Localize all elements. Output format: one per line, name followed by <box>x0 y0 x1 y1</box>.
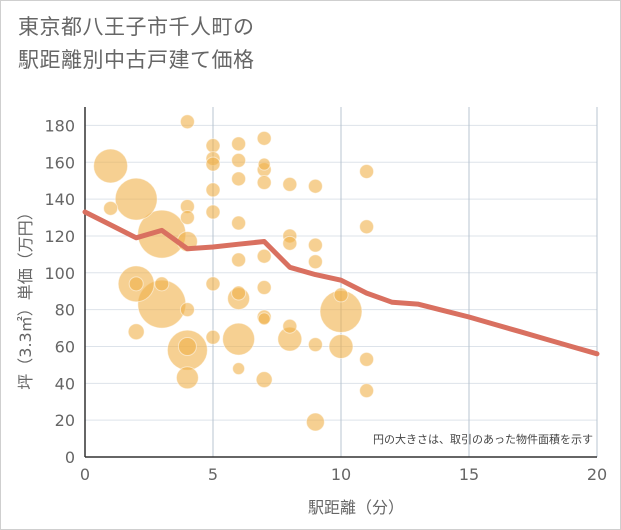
data-bubble <box>205 182 221 198</box>
data-bubble <box>231 171 247 187</box>
data-bubble <box>282 318 298 334</box>
y-tick-label: 60 <box>55 337 75 356</box>
y-tick-label: 160 <box>44 153 75 172</box>
y-tick-label: 140 <box>44 190 75 209</box>
y-tick-label: 120 <box>44 227 75 246</box>
data-bubble <box>205 138 221 154</box>
data-bubble <box>179 114 195 130</box>
data-bubble <box>255 371 273 389</box>
trend-line <box>82 209 600 357</box>
data-bubble <box>205 276 221 292</box>
data-bubble <box>205 156 221 172</box>
data-bubble <box>222 322 256 356</box>
data-bubble <box>359 351 375 367</box>
data-bubble <box>305 412 325 432</box>
data-bubble <box>307 178 323 194</box>
data-bubble <box>257 312 271 326</box>
chart-title: 東京都八王子市千人町の 駅距離別中古戸建て価格 <box>18 11 255 77</box>
data-bubble <box>175 366 199 390</box>
data-bubble <box>256 248 272 264</box>
data-bubble <box>328 333 354 359</box>
data-bubble <box>256 280 272 296</box>
y-tick-label: 180 <box>44 116 75 135</box>
x-tick-label: 5 <box>208 465 218 484</box>
axis-ticks: 0 20 40 60 80 100 120 140 160 180 0 5 10 15 20 <box>44 116 607 484</box>
data-bubble <box>333 287 349 303</box>
data-bubble <box>359 163 375 179</box>
data-bubble <box>154 276 170 292</box>
data-bubble <box>179 210 195 226</box>
data-bubble <box>307 237 323 253</box>
data-bubble <box>127 323 145 341</box>
y-tick-label: 40 <box>55 374 75 393</box>
x-tick-label: 15 <box>459 465 479 484</box>
data-bubble <box>179 302 195 318</box>
y-axis-label: 坪（3.3㎡）単価（万円） <box>16 204 35 389</box>
y-tick-label: 100 <box>44 264 75 283</box>
data-bubble <box>256 130 272 146</box>
data-bubble <box>128 276 144 292</box>
data-bubble <box>359 383 375 399</box>
x-tick-label: 10 <box>331 465 351 484</box>
data-bubble <box>205 329 221 345</box>
data-bubble <box>257 157 271 171</box>
data-bubble <box>231 252 247 268</box>
x-tick-label: 0 <box>80 465 90 484</box>
data-bubble <box>282 235 298 251</box>
chart-title-line-2: 駅距離別中古戸建て価格 <box>18 48 255 72</box>
data-bubble <box>359 219 375 235</box>
x-tick-label: 20 <box>587 465 607 484</box>
data-bubble <box>93 148 129 184</box>
x-axis-label: 駅距離（分） <box>308 498 404 517</box>
y-tick-label: 0 <box>65 448 75 467</box>
data-bubble <box>307 337 323 353</box>
data-bubble <box>205 204 221 220</box>
bubble-size-note: 円の大きさは、取引のあった物件面積を示す <box>373 432 593 446</box>
y-tick-label: 80 <box>55 301 75 320</box>
data-bubble <box>231 136 247 152</box>
chart-title-line-1: 東京都八王子市千人町の <box>18 15 255 39</box>
data-bubble <box>103 200 119 216</box>
y-tick-label: 20 <box>55 411 75 430</box>
data-bubble <box>231 215 247 231</box>
data-bubble <box>282 176 298 192</box>
data-bubble <box>231 285 247 301</box>
data-bubble <box>256 175 272 191</box>
data-bubble <box>231 152 247 168</box>
data-bubble <box>307 254 323 270</box>
data-bubble <box>177 336 197 356</box>
data-bubble <box>232 362 246 376</box>
bubbles <box>93 114 375 432</box>
data-bubble <box>114 177 158 221</box>
